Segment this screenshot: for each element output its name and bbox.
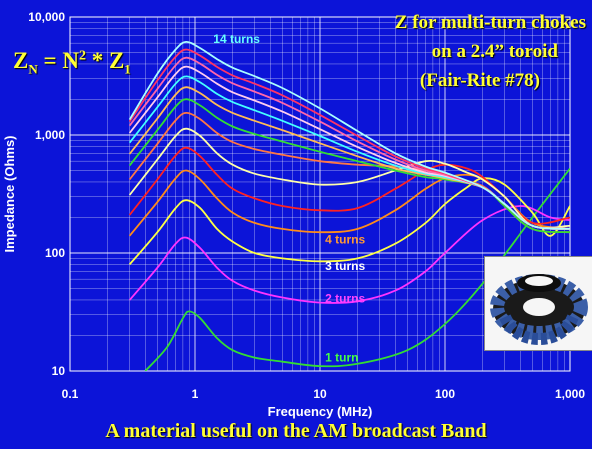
toroid-choke-photo bbox=[484, 256, 592, 351]
toroid-icon bbox=[485, 257, 592, 350]
chart-series-group bbox=[128, 41, 570, 371]
series-line-5-turns bbox=[128, 146, 570, 225]
x-tick-label: 1 bbox=[192, 387, 199, 401]
y-axis-label: Impedance (Ohms) bbox=[2, 135, 17, 252]
series-line-7-turns bbox=[128, 112, 570, 234]
y-tick-label: 10,000 bbox=[28, 10, 65, 24]
x-tick-label: 1,000 bbox=[555, 387, 585, 401]
y-tick-label: 100 bbox=[45, 246, 65, 260]
chart-title-line-2: on a 2.4” toroid bbox=[431, 41, 558, 62]
footer-caption: A material useful on the AM broadcast Ba… bbox=[105, 420, 487, 442]
x-tick-label: 100 bbox=[435, 387, 455, 401]
x-axis-label: Frequency (MHz) bbox=[268, 404, 373, 419]
x-tick-label: 10 bbox=[313, 387, 327, 401]
y-tick-label: 10 bbox=[52, 364, 66, 378]
series-line-6-turns bbox=[128, 127, 570, 229]
series-line-1-turns bbox=[144, 167, 570, 371]
series-annotation: 2 turns bbox=[325, 292, 365, 306]
chart-title-line-1: Z for multi-turn chokes bbox=[394, 12, 586, 33]
series-annotation: 14 turns bbox=[213, 32, 260, 46]
series-annotation: 3 turns bbox=[325, 259, 365, 273]
chart-title-line-3: (Fair-Rite #78) bbox=[419, 70, 540, 91]
formula-text: ZN = N2 * Z1 bbox=[13, 48, 131, 77]
series-annotations: 14 turns 4 turns 3 turns 2 turns 1 turn bbox=[213, 32, 365, 364]
series-annotation: 4 turns bbox=[325, 233, 365, 247]
series-line-14-turns bbox=[128, 41, 570, 230]
series-line-2-turns bbox=[128, 205, 570, 304]
x-tick-label: 0.1 bbox=[62, 387, 79, 401]
y-tick-label: 1,000 bbox=[35, 128, 65, 142]
x-tick-labels: 0.1 1 10 100 1,000 bbox=[62, 387, 586, 401]
series-annotation: 1 turn bbox=[325, 351, 358, 365]
y-tick-labels: 10 100 1,000 10,000 bbox=[28, 10, 65, 378]
series-line-3-turns bbox=[128, 177, 570, 265]
